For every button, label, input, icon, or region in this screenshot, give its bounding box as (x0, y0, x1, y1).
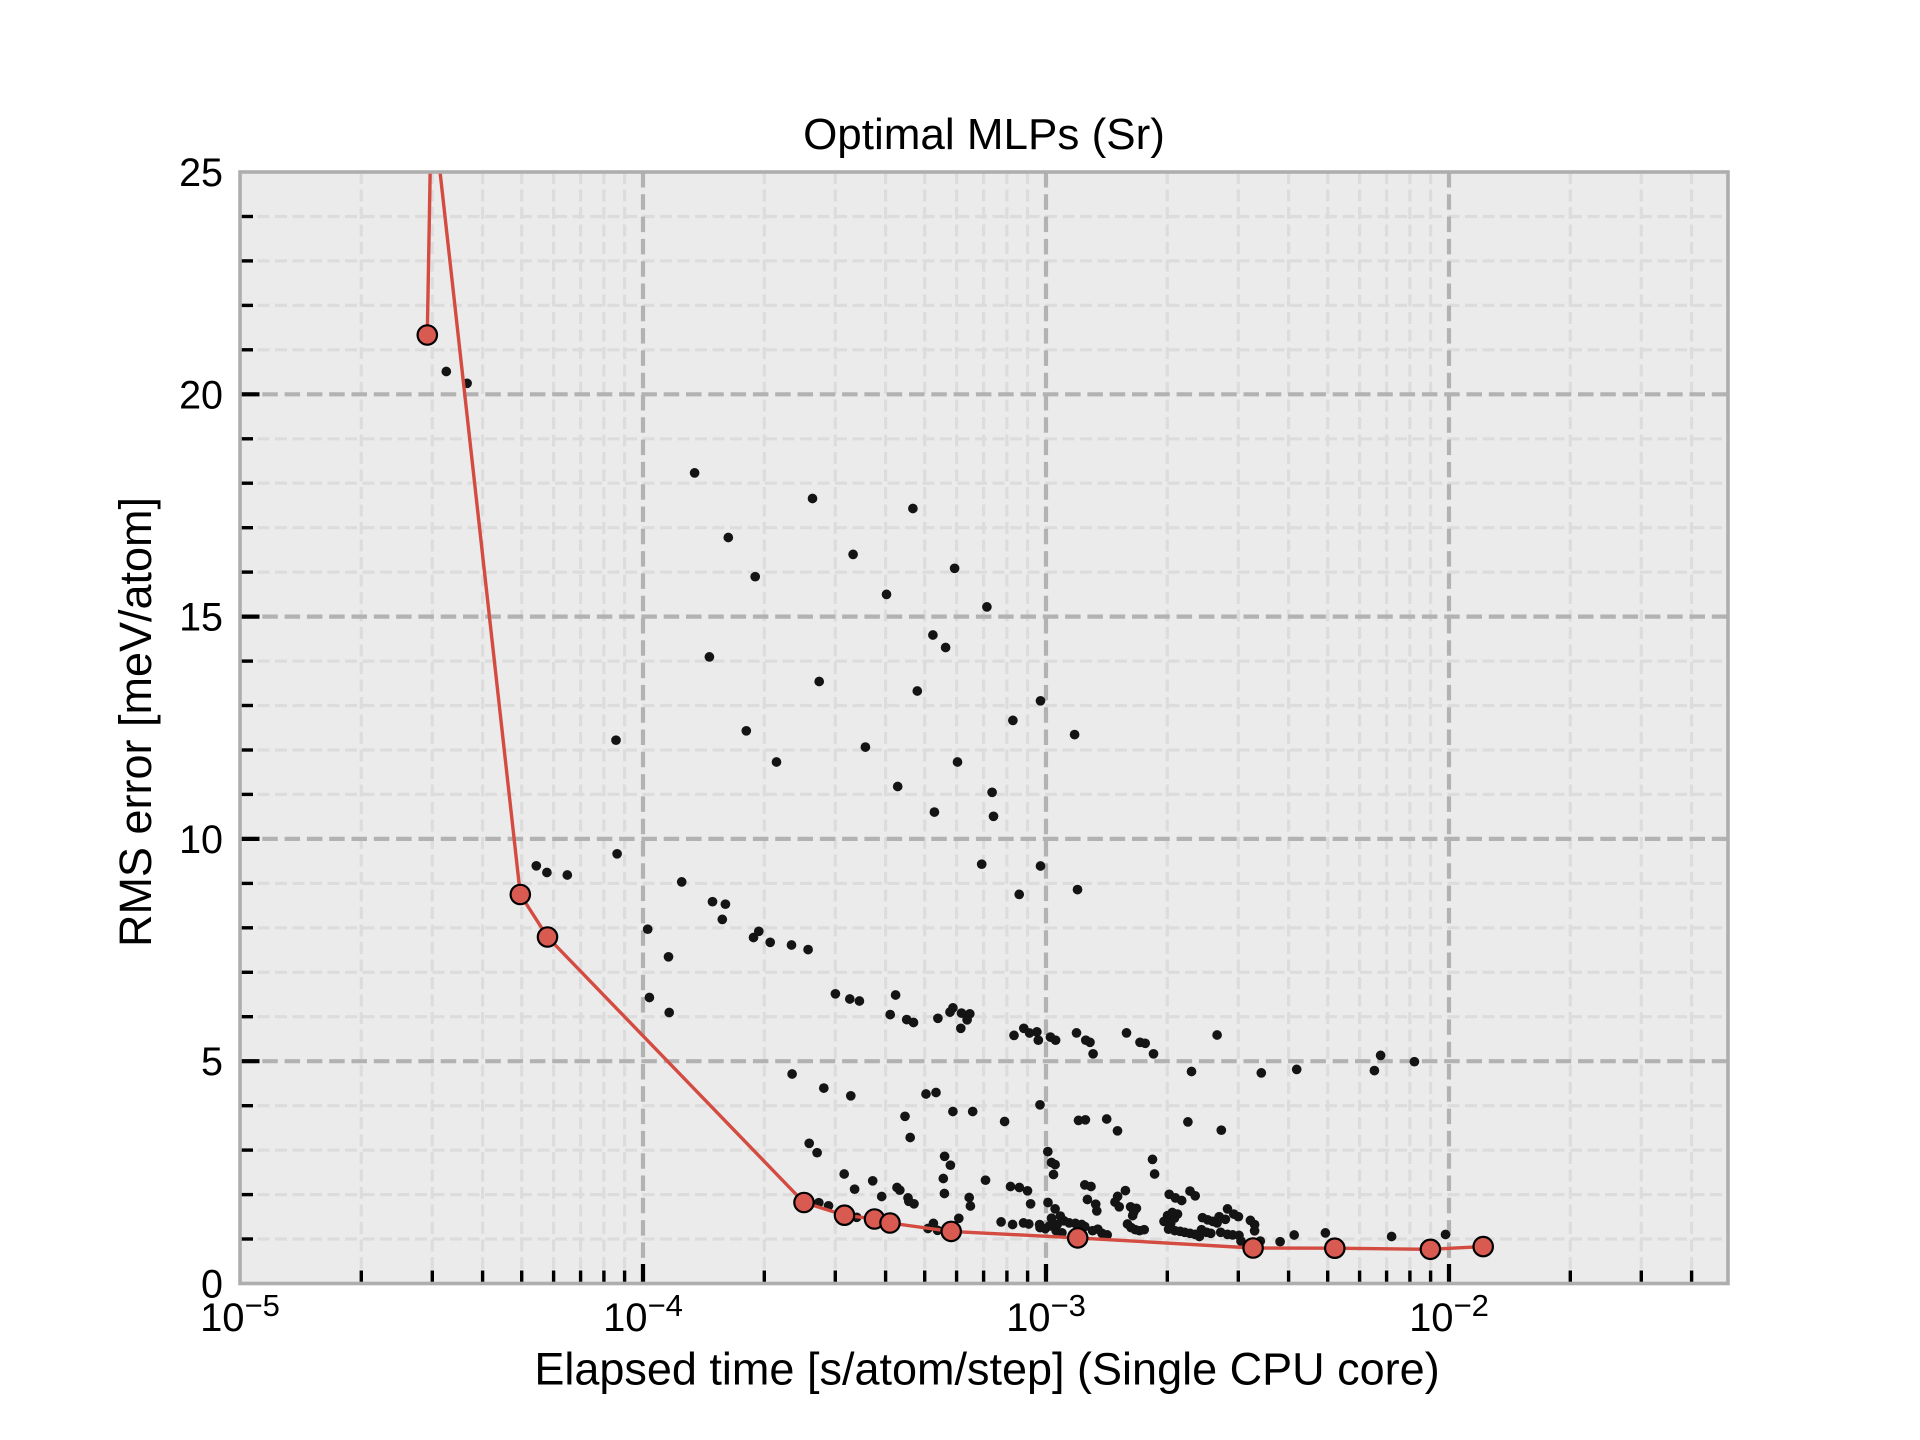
svg-text:Elapsed time [s/atom/step] (Si: Elapsed time [s/atom/step] (Single CPU c… (534, 1343, 1439, 1394)
svg-text:15: 15 (179, 596, 223, 640)
svg-text:0: 0 (201, 1263, 223, 1307)
svg-text:10−3: 10−3 (1006, 1288, 1086, 1340)
svg-text:10: 10 (179, 818, 223, 862)
svg-text:25: 25 (179, 151, 223, 195)
svg-text:5: 5 (201, 1040, 223, 1084)
svg-text:20: 20 (179, 373, 223, 417)
svg-text:Optimal MLPs (Sr): Optimal MLPs (Sr) (803, 110, 1165, 159)
svg-text:RMS error [meV/atom]: RMS error [meV/atom] (110, 497, 161, 947)
